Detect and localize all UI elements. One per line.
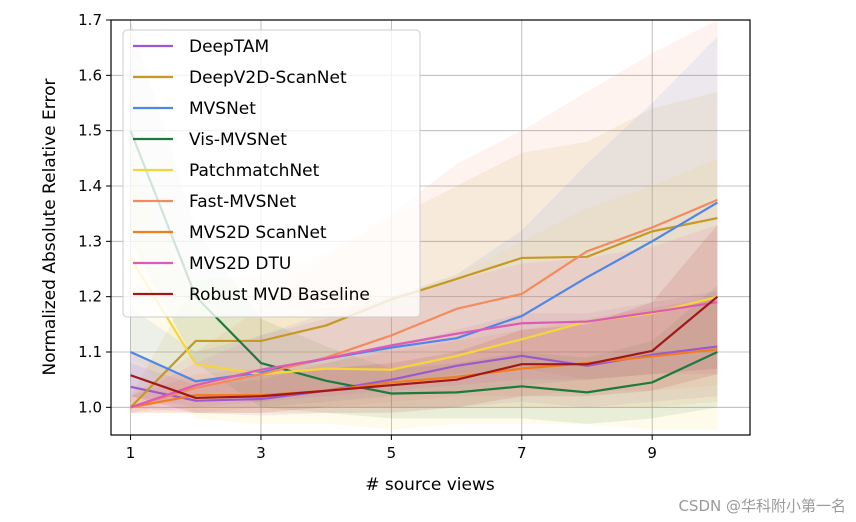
error-band-2 [130, 36, 718, 408]
x-tick-label: 1 [126, 444, 136, 462]
y-tick-label: 1.1 [78, 343, 102, 361]
legend-entry: Robust MVD Baseline [189, 285, 370, 305]
y-tick-label: 1.2 [78, 288, 102, 306]
x-tick-label: 5 [387, 444, 397, 462]
y-tick-label: 1.7 [78, 11, 102, 29]
x-tick-label: 9 [647, 444, 657, 462]
legend-entry: MVS2D DTU [189, 254, 291, 274]
series-line-1 [129, 217, 718, 409]
y-tick-label: 1.3 [78, 232, 102, 250]
y-tick-label: 1.0 [78, 398, 102, 416]
legend-entry: DeepTAM [189, 37, 269, 57]
series-line-7 [130, 301, 718, 409]
error-band-8 [130, 224, 718, 413]
x-axis-ticks: 1 3 5 7 9 [126, 435, 657, 462]
series-lines [129, 130, 719, 409]
error-band-4 [130, 158, 718, 430]
legend-entry: Vis-MVSNet [189, 130, 287, 150]
plot-frame [110, 19, 751, 436]
series-line-5 [130, 198, 718, 409]
legend-entry: PatchmatchNet [189, 161, 320, 181]
y-tick-label: 1.6 [78, 66, 102, 84]
x-tick-label: 7 [517, 444, 527, 462]
error-band-1 [130, 91, 718, 413]
legend-box [122, 29, 421, 318]
error-band-3 [130, 20, 718, 424]
y-axis-ticks: 1.0 1.1 1.2 1.3 1.4 1.5 1.6 1.7 [78, 11, 111, 416]
y-tick-label: 1.4 [78, 177, 102, 195]
series-line-6 [130, 348, 718, 409]
legend-entry: DeepV2D-ScanNet [189, 68, 347, 88]
y-axis-label: Normalized Absolute Relative Error [40, 79, 60, 376]
legend: DeepTAM DeepV2D-ScanNet MVSNet Vis-MVSNet Pa… [122, 29, 421, 318]
series-line-8 [130, 295, 719, 400]
legend-entry: MVS2D ScanNet [189, 223, 327, 243]
legend-entry: MVSNet [189, 99, 256, 119]
watermark: CSDN @华科附小第一名 [678, 497, 846, 515]
y-tick-label: 1.5 [78, 122, 102, 140]
legend-entry: Fast-MVSNet [189, 192, 297, 212]
x-axis-label: # source views [365, 475, 495, 495]
x-tick-label: 3 [256, 444, 266, 462]
series-line-3 [129, 130, 718, 395]
